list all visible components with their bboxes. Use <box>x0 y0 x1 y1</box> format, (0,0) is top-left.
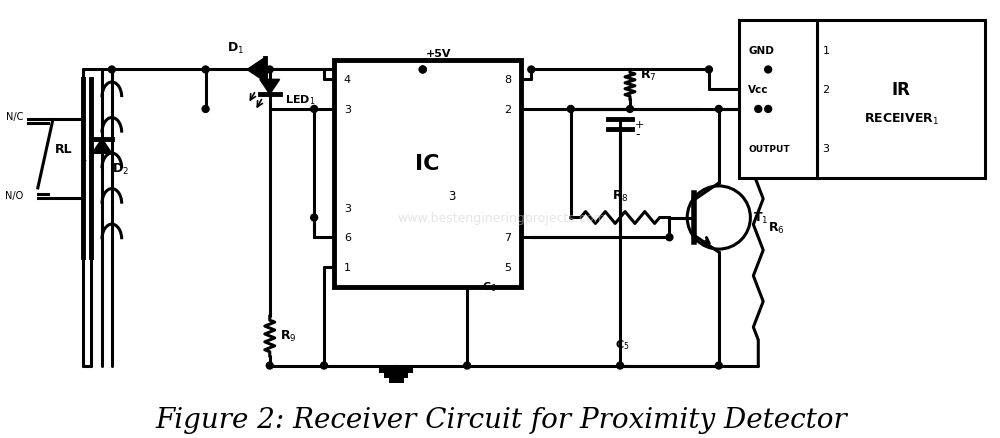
Text: 4: 4 <box>344 75 351 85</box>
Text: RECEIVER$_1$: RECEIVER$_1$ <box>864 112 939 127</box>
Text: N/O: N/O <box>5 191 23 200</box>
Text: C$_6$: C$_6$ <box>482 280 497 294</box>
Text: 3: 3 <box>822 144 829 154</box>
Text: 1: 1 <box>822 46 829 56</box>
Polygon shape <box>260 80 280 95</box>
Circle shape <box>705 67 712 74</box>
Text: OUTPUT: OUTPUT <box>748 145 790 154</box>
Text: $_1$: $_1$ <box>82 154 88 164</box>
Text: RL: RL <box>55 143 72 155</box>
Circle shape <box>419 67 426 74</box>
Text: +5V: +5V <box>426 49 451 59</box>
Text: R$_6$: R$_6$ <box>768 220 785 235</box>
Text: +: + <box>635 120 644 130</box>
Circle shape <box>202 106 209 113</box>
Polygon shape <box>247 59 265 82</box>
Bar <box>334 60 521 287</box>
Circle shape <box>715 362 722 369</box>
Circle shape <box>765 106 772 113</box>
Circle shape <box>755 106 762 113</box>
Bar <box>817 21 985 179</box>
Text: Vcc: Vcc <box>748 85 769 95</box>
Text: 8: 8 <box>504 75 512 85</box>
Text: R$_7$: R$_7$ <box>640 68 656 83</box>
Text: Figure 2: Receiver Circuit for Proximity Detector: Figure 2: Receiver Circuit for Proximity… <box>156 406 848 433</box>
Circle shape <box>266 362 273 369</box>
Circle shape <box>528 67 535 74</box>
Text: $_3$: $_3$ <box>448 184 457 202</box>
Circle shape <box>311 215 318 222</box>
Circle shape <box>266 67 273 74</box>
Circle shape <box>321 362 327 369</box>
Circle shape <box>202 67 209 74</box>
Circle shape <box>765 67 772 74</box>
Text: 6: 6 <box>344 233 351 243</box>
Text: 1: 1 <box>344 262 351 272</box>
Text: www.bestengineringprojects.com: www.bestengineringprojects.com <box>397 212 606 225</box>
Circle shape <box>464 362 471 369</box>
Text: D$_2$: D$_2$ <box>112 161 129 177</box>
Polygon shape <box>92 139 112 154</box>
Text: N/C: N/C <box>6 112 23 122</box>
Circle shape <box>617 362 624 369</box>
Text: C$_5$: C$_5$ <box>615 337 630 351</box>
Text: GND: GND <box>748 46 774 56</box>
Circle shape <box>311 106 318 113</box>
Circle shape <box>567 106 574 113</box>
Circle shape <box>715 106 722 113</box>
Circle shape <box>627 106 633 113</box>
Text: IR: IR <box>892 81 911 99</box>
Text: -: - <box>635 128 639 141</box>
Text: R$_9$: R$_9$ <box>280 328 296 344</box>
Text: 2: 2 <box>504 105 512 115</box>
Text: LED$_1$: LED$_1$ <box>285 93 315 107</box>
Text: 3: 3 <box>344 203 351 213</box>
Circle shape <box>108 67 115 74</box>
Text: T$_1$: T$_1$ <box>753 211 769 226</box>
Circle shape <box>419 67 426 74</box>
Text: 3: 3 <box>344 105 351 115</box>
Text: 2: 2 <box>822 85 830 95</box>
Bar <box>739 21 817 179</box>
Text: IC: IC <box>415 154 440 174</box>
Circle shape <box>666 234 673 241</box>
Text: 5: 5 <box>505 262 512 272</box>
Text: R$_8$: R$_8$ <box>612 188 628 203</box>
Text: D$_1$: D$_1$ <box>227 40 244 56</box>
Text: 7: 7 <box>504 233 512 243</box>
